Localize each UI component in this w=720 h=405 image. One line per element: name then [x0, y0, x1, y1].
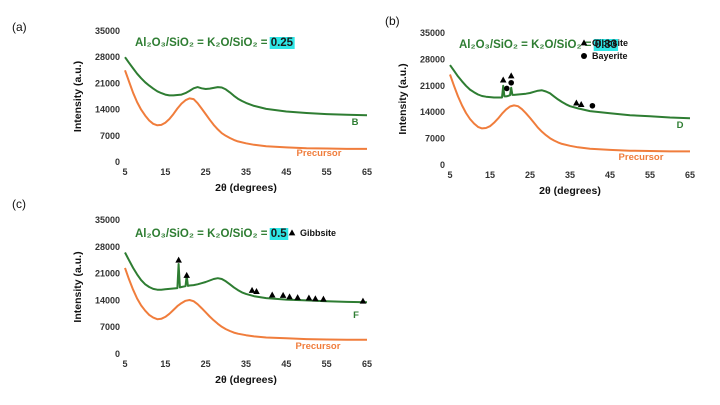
- legend-label: Gibbsite: [300, 228, 336, 238]
- series-line-d: [449, 64, 691, 120]
- gibbsite-marker: [320, 295, 327, 302]
- series-label-precursor: Precursor: [297, 148, 342, 159]
- legend-label: Gibbsite: [592, 38, 628, 48]
- bayerite-marker: [504, 85, 510, 92]
- x-tick-label: 15: [160, 359, 170, 369]
- bayerite-marker: [508, 79, 514, 86]
- y-tick-label: 0: [440, 160, 445, 170]
- gibbsite-marker: [359, 297, 367, 304]
- x-tick-label: 55: [322, 167, 332, 177]
- panel-label-a: (a): [12, 20, 27, 34]
- y-tick-label: 14000: [95, 105, 120, 115]
- y-axis-title: Intensity (a.u.): [72, 251, 84, 322]
- ratio-value-highlight: [269, 37, 295, 49]
- x-tick-label: 55: [645, 170, 655, 180]
- y-tick-label: 21000: [95, 78, 120, 88]
- y-tick-label: 7000: [425, 134, 445, 144]
- y-tick-label: 14000: [420, 107, 445, 117]
- x-tick-label: 65: [362, 167, 372, 177]
- x-tick-label: 55: [322, 359, 332, 369]
- x-tick-label: 35: [241, 359, 251, 369]
- ratio-value: 0.5: [271, 228, 288, 240]
- gibbsite-marker: [279, 291, 287, 298]
- legend-gibbsite-icon: [580, 39, 588, 46]
- ratio-value: 0.33: [595, 39, 617, 51]
- x-tick-label: 25: [201, 359, 211, 369]
- y-tick-label: 7000: [100, 322, 120, 332]
- x-tick-label: 5: [122, 167, 127, 177]
- chart-panel-c: 0 7000 14000 21000 28000 35000 5 15 25 35 45 55 65 2θ…: [72, 215, 372, 386]
- gibbsite-marker: [268, 291, 276, 298]
- y-tick-label: 28000: [420, 54, 445, 64]
- gibbsite-marker: [253, 287, 260, 294]
- panel-label-b: (b): [385, 14, 400, 28]
- gibbsite-marker: [183, 271, 191, 278]
- gibbsite-marker: [305, 294, 313, 301]
- series-label-b: B: [352, 117, 359, 128]
- x-tick-label: 25: [201, 167, 211, 177]
- x-tick-label: 5: [447, 170, 452, 180]
- gibbsite-marker: [294, 294, 301, 301]
- y-axis-title: Intensity (a.u.): [72, 61, 84, 132]
- series-line-f: [124, 252, 368, 304]
- legend-label: Bayerite: [592, 51, 628, 61]
- ratio-value-highlight: [593, 39, 619, 51]
- bayerite-marker: [589, 102, 596, 109]
- x-tick-label: 35: [241, 167, 251, 177]
- ratio-title: Al₂O₃/SiO₂ = K₂O/SiO₂ = 0.25: [135, 37, 294, 49]
- x-tick-label: 45: [605, 170, 615, 180]
- x-axis-title: 2θ (degrees): [539, 185, 601, 197]
- panel-label-c: (c): [12, 197, 26, 211]
- y-axis-title: Intensity (a.u.): [397, 63, 409, 134]
- chart-panel-b: 0 7000 14000 21000 28000 35000 5 15 25 35 45 55 65 2θ…: [397, 28, 695, 197]
- y-tick-label: 35000: [420, 28, 445, 38]
- chart-panel-a: 0 7000 14000 21000 28000 35000 5 15 25 35 45 55 65 2θ…: [72, 26, 372, 194]
- gibbsite-marker: [312, 295, 319, 302]
- ratio-title: Al₂O₃/SiO₂ = K₂O/SiO₂ = 0.33: [459, 39, 617, 51]
- series-line-precursor: [124, 267, 367, 341]
- y-tick-label: 21000: [420, 81, 445, 91]
- gibbsite-marker: [286, 293, 293, 300]
- legend-bayerite-icon: [581, 53, 587, 59]
- x-tick-label: 15: [485, 170, 495, 180]
- y-tick-label: 7000: [100, 131, 120, 141]
- x-tick-label: 35: [565, 170, 575, 180]
- gibbsite-marker: [507, 72, 515, 79]
- y-tick-label: 0: [115, 349, 120, 359]
- x-tick-label: 65: [362, 359, 372, 369]
- gibbsite-marker: [499, 76, 507, 83]
- gibbsite-marker: [175, 256, 182, 263]
- x-tick-label: 5: [122, 359, 127, 369]
- x-axis-title: 2θ (degrees): [215, 374, 277, 386]
- ratio-title: Al₂O₃/SiO₂ = K₂O/SiO₂ = 0.5: [135, 228, 287, 240]
- y-tick-label: 28000: [95, 242, 120, 252]
- gibbsite-marker: [573, 99, 580, 106]
- x-tick-label: 45: [281, 167, 291, 177]
- legend-gibbsite-icon: [288, 229, 296, 236]
- y-tick-label: 35000: [95, 215, 120, 225]
- y-tick-label: 21000: [95, 269, 120, 279]
- ratio-value: 0.25: [271, 37, 294, 49]
- series-label-precursor: Precursor: [296, 341, 341, 352]
- y-tick-label: 14000: [95, 295, 120, 305]
- series-label-d: D: [677, 120, 684, 131]
- ratio-value-highlight: [269, 228, 289, 240]
- series-line-precursor: [449, 74, 690, 153]
- y-tick-label: 0: [115, 157, 120, 167]
- series-line-precursor: [124, 69, 367, 150]
- series-label-precursor: Precursor: [619, 152, 664, 163]
- gibbsite-marker: [577, 101, 585, 108]
- x-axis-title: 2θ (degrees): [215, 182, 277, 194]
- series-line-b: [124, 56, 368, 117]
- x-tick-label: 65: [685, 170, 695, 180]
- x-tick-label: 45: [281, 359, 291, 369]
- gibbsite-marker: [248, 286, 256, 293]
- y-tick-label: 28000: [95, 52, 120, 62]
- x-tick-label: 25: [525, 170, 535, 180]
- series-label-f: F: [353, 310, 359, 321]
- y-tick-label: 35000: [95, 26, 120, 36]
- x-tick-label: 15: [160, 167, 170, 177]
